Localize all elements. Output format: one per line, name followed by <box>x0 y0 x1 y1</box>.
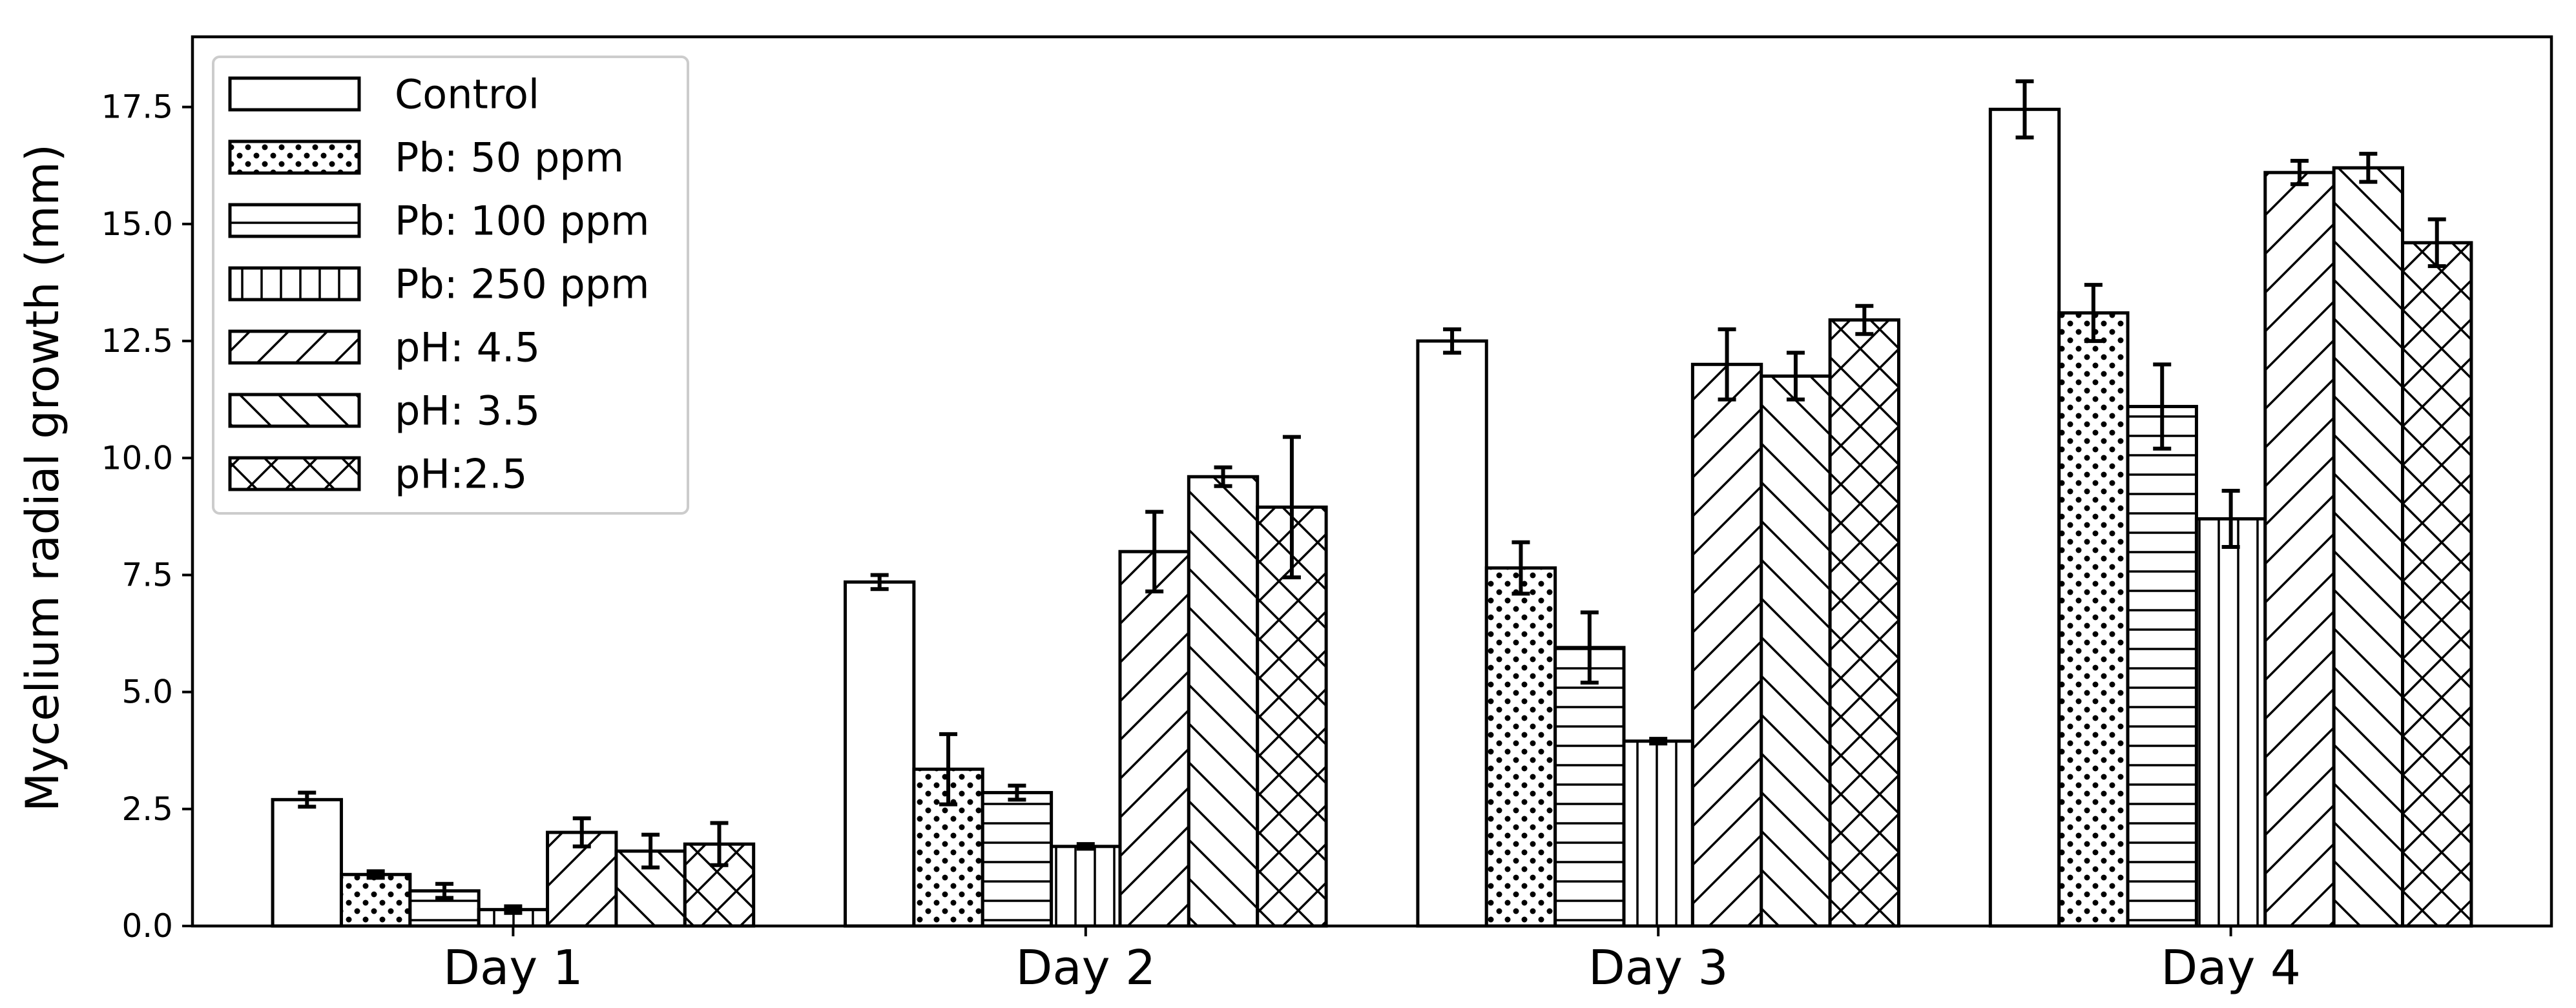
error-bar <box>1580 610 1599 685</box>
legend-swatch <box>228 456 361 491</box>
bar-ph-3-5-day-2 <box>1187 475 1260 928</box>
legend-entry: pH: 4.5 <box>228 324 540 371</box>
error-bar <box>1008 783 1026 802</box>
error-bar <box>504 904 523 915</box>
legend-entry: Control <box>228 71 539 118</box>
error-bar <box>1145 509 1164 593</box>
y-tick-label: 2.5 <box>121 790 173 828</box>
legend-swatch <box>228 139 361 175</box>
bar-pb-100-ppm-day-4 <box>2126 405 2198 928</box>
y-tick-label: 0.0 <box>121 907 173 945</box>
y-axis: 0.0 2.5 5.0 7.5 10.0 12.5 15.0 17.5 <box>101 88 192 945</box>
error-bar <box>2084 283 2103 344</box>
bar-ph-4-5-day-3 <box>1690 362 1763 928</box>
error-bar <box>2221 488 2240 549</box>
legend-label: pH:2.5 <box>395 451 527 498</box>
legend-label: pH: 3.5 <box>395 387 540 435</box>
bar-ph-2-5-day-3 <box>1828 318 1900 928</box>
legend-swatch <box>228 203 361 238</box>
bar-pb-100-ppm-day-3 <box>1553 646 1626 928</box>
error-bars-group <box>298 79 2446 915</box>
y-tick-label: 7.5 <box>121 556 173 593</box>
error-bar <box>298 790 317 809</box>
error-bar <box>1282 435 1301 580</box>
y-tick-label: 17.5 <box>101 88 173 126</box>
error-bar <box>1649 737 1668 746</box>
bar-ph-2-5-day-4 <box>2401 241 2473 928</box>
legend-swatch <box>228 266 361 302</box>
plot-frame <box>191 35 2553 928</box>
y-tick-label: 10.0 <box>101 439 173 477</box>
legend-label: Pb: 100 ppm <box>395 198 650 245</box>
error-bar <box>1076 842 1095 851</box>
legend-entry: Pb: 50 ppm <box>228 134 624 181</box>
legend: Control Pb: 50 ppm Pb: 100 ppm Pb: 250 ppm p… <box>212 56 689 515</box>
bar-pb-50-ppm-day-1 <box>339 872 412 928</box>
error-bar <box>572 816 591 849</box>
x-tick-label: Day 2 <box>1015 940 1156 996</box>
x-tick-label: Day 1 <box>443 940 583 996</box>
bar-pb-50-ppm-day-4 <box>2057 311 2130 928</box>
bar-pb-250-ppm-day-4 <box>2194 517 2267 928</box>
legend-label: Pb: 50 ppm <box>395 134 624 181</box>
bar-pb-250-ppm-day-3 <box>1622 739 1694 928</box>
bar-pb-100-ppm-day-2 <box>981 790 1054 928</box>
legend-label: Control <box>395 71 539 118</box>
legend-swatch <box>228 76 361 112</box>
legend-entry: pH: 3.5 <box>228 387 540 435</box>
error-bar <box>1511 540 1530 596</box>
bar-control-day-2 <box>844 580 916 928</box>
error-bar <box>641 832 660 870</box>
error-bar <box>710 821 729 867</box>
error-bar <box>870 573 889 591</box>
error-bar <box>1718 327 1736 402</box>
legend-entry: pH:2.5 <box>228 451 527 498</box>
legend-entry: Pb: 100 ppm <box>228 198 650 245</box>
error-bar <box>2153 362 2172 451</box>
bars-group <box>271 107 2473 928</box>
bar-ph-3-5-day-4 <box>2332 166 2405 928</box>
bar-ph-3-5-day-3 <box>1760 374 1832 928</box>
bar-control-day-4 <box>1988 107 2061 928</box>
bar-ph-4-5-day-4 <box>2263 170 2336 928</box>
error-bar <box>1855 303 1874 336</box>
bar-control-day-1 <box>271 797 343 928</box>
bar-pb-50-ppm-day-3 <box>1484 566 1557 928</box>
error-bar <box>2290 159 2309 187</box>
legend-label: pH: 4.5 <box>395 324 540 371</box>
error-bar <box>2015 79 2034 139</box>
x-tick-label: Day 4 <box>2161 940 2301 996</box>
x-tick-label: Day 3 <box>1588 940 1729 996</box>
bar-control-day-3 <box>1416 339 1488 928</box>
error-bar <box>1443 327 1462 355</box>
error-bar <box>1214 465 1232 488</box>
y-tick-label: 12.5 <box>101 322 173 360</box>
y-tick-label: 5.0 <box>121 674 173 711</box>
legend-swatch <box>228 393 361 428</box>
legend-entry: Pb: 250 ppm <box>228 261 650 308</box>
error-bar <box>1786 351 1805 402</box>
error-bar <box>2359 152 2378 184</box>
bar-pb-250-ppm-day-2 <box>1050 845 1122 928</box>
legend-swatch <box>228 329 361 365</box>
error-bar <box>366 869 385 880</box>
y-tick-label: 15.0 <box>101 205 173 243</box>
x-axis: Day 1 Day 2 Day 3 Day 4 <box>443 926 2301 996</box>
error-bar <box>2427 217 2446 269</box>
y-axis-title: Mycelium radial growth (mm) <box>16 144 69 812</box>
error-bar <box>939 732 958 807</box>
legend-label: Pb: 250 ppm <box>395 261 650 308</box>
bar-ph-4-5-day-2 <box>1118 550 1190 928</box>
error-bar <box>435 881 454 900</box>
